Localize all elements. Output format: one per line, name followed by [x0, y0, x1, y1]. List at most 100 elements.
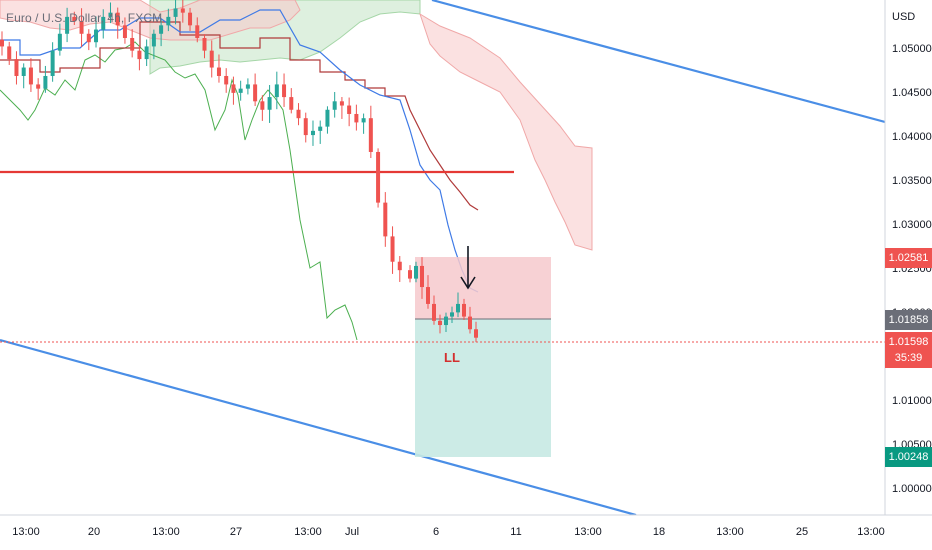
price-tick-label: 1.00000: [892, 483, 932, 495]
candle: [57, 23, 62, 56]
candle: [420, 257, 424, 299]
candle: [224, 68, 229, 93]
price-axis-ticks[interactable]: 1.050001.045001.040001.035001.030001.025…: [892, 43, 932, 495]
candle: [383, 192, 388, 247]
candle: [130, 29, 135, 58]
candle: [267, 85, 272, 123]
time-tick-label: 13:00: [294, 526, 322, 538]
time-tick-label: 6: [433, 526, 439, 538]
time-tick-label: 13:00: [12, 526, 40, 538]
candle: [245, 78, 250, 95]
candle: [108, 2, 113, 24]
kijun-sen-line: [0, 21, 479, 211]
time-tick-label: 25: [796, 526, 808, 538]
candle: [195, 17, 200, 43]
candle: [318, 120, 323, 144]
candle: [347, 97, 352, 127]
target-price-tag: 1.00248: [885, 447, 932, 467]
candle: [231, 76, 236, 105]
candle: [180, 0, 185, 23]
symbol-title[interactable]: Euro / U.S. Dollar, 4h, FXCM: [6, 11, 163, 25]
candle: [36, 78, 41, 100]
candle: [408, 265, 412, 283]
ichimoku-cloud-bear: [0, 0, 593, 251]
time-tick-label: 18: [653, 526, 665, 538]
take-profit-zone[interactable]: [415, 319, 551, 457]
tenkan-sen-line: [0, 9, 479, 293]
target-price-value: 1.00248: [888, 451, 929, 463]
time-tick-label: 27: [230, 526, 242, 538]
candle: [361, 113, 366, 134]
candle: [450, 306, 454, 323]
candle: [432, 295, 436, 325]
entry-price-tag: 1.01858: [885, 310, 932, 330]
candle: [468, 306, 472, 334]
stop-loss-zone[interactable]: [415, 257, 551, 319]
price-tick-label: 1.04000: [892, 131, 932, 143]
candle: [354, 104, 359, 131]
candle: [332, 91, 337, 118]
price-tick-label: 1.04500: [892, 87, 932, 99]
candle: [65, 7, 70, 43]
price-tick-label: 1.05000: [892, 43, 932, 55]
candle: [209, 40, 214, 78]
candle: [289, 88, 294, 114]
candle: [339, 97, 344, 119]
candle: [43, 65, 48, 93]
time-tick-label: Jul: [345, 526, 359, 538]
candle: [325, 106, 330, 134]
time-axis-ticks[interactable]: 13:00 20 13:00 27 13:00 Jul 6 11 13:00 18 13:00 25 1…: [12, 526, 885, 538]
time-tick-label: 13:00: [716, 526, 744, 538]
candle: [303, 112, 308, 143]
time-tick-label: 11: [510, 526, 521, 538]
chikou-span-line: [0, 41, 358, 341]
candle: [260, 95, 265, 121]
candle: [376, 148, 381, 208]
entry-price-value: 1.01858: [888, 314, 929, 326]
last-price-value: 1.01598: [888, 336, 929, 348]
candle: [216, 54, 221, 83]
candle: [0, 31, 4, 56]
candle: [28, 58, 33, 92]
candle: [94, 16, 99, 48]
candle: [137, 45, 142, 71]
price-tick-label: 1.01000: [892, 395, 932, 407]
candle: [166, 8, 171, 32]
candle: [21, 63, 26, 89]
candle: [14, 51, 19, 85]
currency-label: USD: [892, 11, 915, 23]
candle: [79, 8, 84, 47]
candle: [438, 314, 442, 334]
candle: [462, 298, 466, 320]
stop-price-tag: 1.02581: [885, 248, 932, 268]
candle: [122, 17, 127, 44]
price-chart[interactable]: LL: [0, 0, 885, 515]
candle: [414, 261, 418, 283]
candle: [202, 34, 207, 59]
candle: [368, 105, 373, 159]
price-tick-label: 1.03500: [892, 175, 932, 187]
lower-low-label: LL: [444, 350, 460, 365]
candle: [444, 312, 448, 333]
candle: [7, 41, 12, 65]
candle: [426, 275, 430, 309]
candlestick-series: [0, 0, 478, 343]
candle: [310, 120, 315, 146]
candle: [238, 80, 243, 101]
price-tick-label: 1.03000: [892, 219, 932, 231]
candle: [173, 0, 178, 25]
candle: [151, 29, 156, 60]
candle: [397, 256, 402, 282]
candle: [101, 9, 106, 39]
candle: [474, 321, 478, 343]
candle: [282, 73, 287, 107]
candle: [253, 73, 258, 107]
candle: [115, 7, 120, 39]
candle: [456, 292, 460, 318]
time-tick-label: 13:00: [574, 526, 602, 538]
chart-area[interactable]: LL Euro / U.S. Dollar, 4h, FXCM: [0, 0, 885, 515]
candle: [72, 11, 77, 25]
down-arrow-annotation[interactable]: [460, 246, 476, 290]
time-tick-label: 20: [88, 526, 100, 538]
bar-countdown: 35:39: [894, 352, 923, 364]
